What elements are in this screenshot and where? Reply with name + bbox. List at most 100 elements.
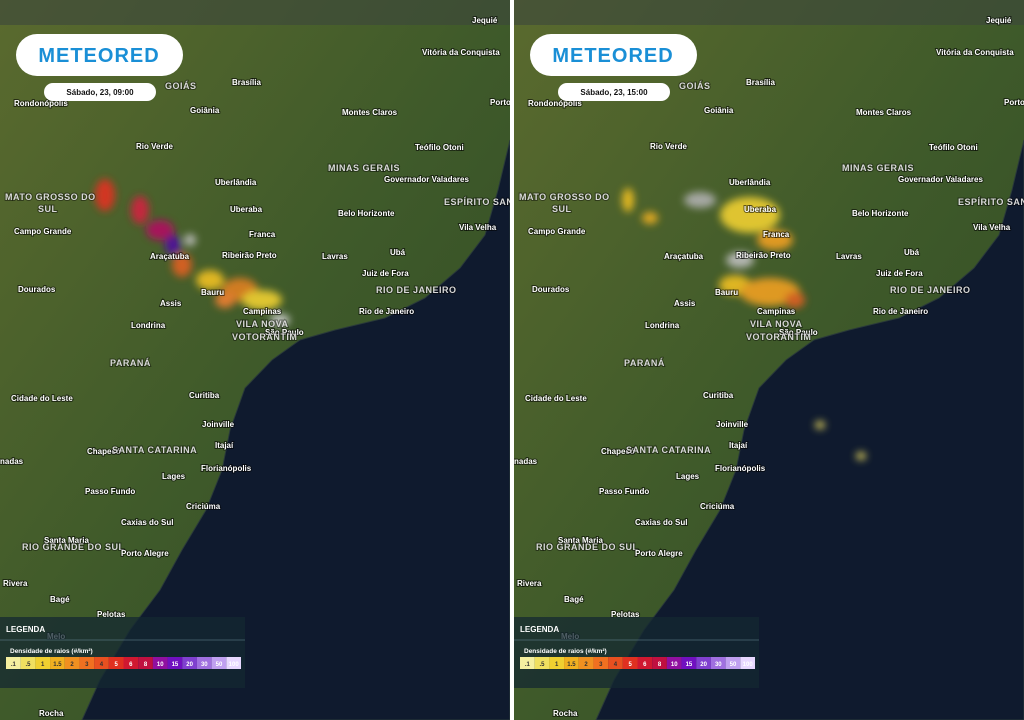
logo-badge bbox=[16, 34, 183, 76]
legend-scale-label: 1.5 bbox=[567, 662, 576, 668]
lightning-density bbox=[785, 292, 805, 308]
region-label: VOTORANTIM bbox=[232, 332, 297, 342]
region-label: SUL bbox=[38, 204, 58, 214]
city-label: Uberaba bbox=[744, 205, 777, 214]
legend-swatch bbox=[20, 657, 36, 669]
city-label: Lages bbox=[676, 472, 700, 481]
legend-swatch bbox=[226, 657, 241, 669]
city-label: Rio Verde bbox=[136, 142, 173, 151]
legend-scale-label: 4 bbox=[614, 662, 618, 668]
legend-scale-label: 1 bbox=[555, 662, 559, 668]
lightning-density bbox=[270, 314, 290, 326]
city-label: Rondonópolis bbox=[528, 99, 582, 108]
legend-scale-label: 10 bbox=[671, 662, 678, 668]
legend-swatch bbox=[740, 657, 755, 669]
city-label: Criciúma bbox=[700, 502, 735, 511]
city-label: Juiz de Fora bbox=[876, 269, 923, 278]
region-label: RIO GRANDE DO SUL bbox=[536, 542, 639, 552]
city-label: Bagé bbox=[50, 595, 70, 604]
top-band bbox=[514, 0, 1024, 25]
city-label: Governador Valadares bbox=[384, 175, 469, 184]
city-label: Porto bbox=[490, 98, 511, 107]
legend-scale-label: 2 bbox=[584, 662, 588, 668]
city-label: Rocha bbox=[39, 709, 64, 718]
city-label: Governador Valadares bbox=[898, 175, 983, 184]
timestamp-badge bbox=[558, 83, 670, 101]
city-label: São Paulo bbox=[779, 328, 818, 337]
city-label: Montes Claros bbox=[342, 108, 398, 117]
legend-scale-label: 8 bbox=[144, 662, 148, 668]
lightning-density bbox=[131, 196, 149, 224]
legend-scale-label: 5 bbox=[114, 662, 118, 668]
legend-box bbox=[0, 617, 245, 688]
legend-subtitle: Densidade de raios (#/km²) bbox=[524, 648, 607, 655]
city-label: Teófilo Otoni bbox=[415, 143, 464, 152]
lightning-density bbox=[165, 235, 181, 255]
map-panel: Jequié Vitória da Conquista Brasília GOIÁS R… bbox=[514, 0, 1024, 720]
city-label: Vila Velha bbox=[973, 223, 1011, 232]
lightning-density bbox=[642, 212, 658, 224]
legend-swatch bbox=[725, 657, 741, 669]
legend-box bbox=[514, 617, 759, 688]
legend-swatch bbox=[666, 657, 682, 669]
lightning-density bbox=[757, 230, 793, 250]
legend-swatch bbox=[167, 657, 183, 669]
lightning-density bbox=[815, 421, 825, 429]
city-label: Santa Maria bbox=[558, 536, 603, 545]
legend-swatch bbox=[94, 657, 109, 669]
region-label: SANTA CATARINA bbox=[112, 445, 197, 455]
city-label: Campo Grande bbox=[14, 227, 72, 236]
logo: METEORED bbox=[552, 45, 673, 67]
legend-scale-label: 15 bbox=[686, 662, 693, 668]
region-label: SUL bbox=[552, 204, 572, 214]
legend-scale-label: 20 bbox=[186, 662, 193, 668]
city-label: Porto bbox=[1004, 98, 1024, 107]
legend-title: LEGENDA bbox=[520, 625, 559, 634]
city-label: Criciúma bbox=[186, 502, 221, 511]
legend-swatch bbox=[608, 657, 623, 669]
legend-scale-label: 5 bbox=[628, 662, 632, 668]
legend-swatch bbox=[6, 657, 21, 669]
region-label: SANTA CATARINA bbox=[626, 445, 711, 455]
city-label: Florianópolis bbox=[201, 464, 252, 473]
city-label: nadas bbox=[0, 457, 24, 466]
legend-scale-label: 1.5 bbox=[53, 662, 62, 668]
region-label: RIO DE JANEIRO bbox=[890, 285, 971, 295]
region-label: ESPÍRITO SANTO bbox=[958, 197, 1024, 207]
city-label: Pelotas bbox=[97, 610, 126, 619]
legend-scale-label: 10 bbox=[157, 662, 164, 668]
legend-swatch bbox=[710, 657, 726, 669]
legend-scale-label: 8 bbox=[658, 662, 662, 668]
legend-subtitle: Densidade de raios (#/km²) bbox=[10, 648, 93, 655]
legend-scale-label: .1 bbox=[11, 662, 17, 668]
legend-scale-label: 6 bbox=[643, 662, 647, 668]
legend-swatch bbox=[196, 657, 212, 669]
city-label: Rocha bbox=[553, 709, 578, 718]
legend-swatch bbox=[534, 657, 550, 669]
lightning-layer bbox=[622, 188, 866, 460]
city-label: Belo Horizonte bbox=[338, 209, 395, 218]
city-label: Vitória da Conquista bbox=[936, 48, 1014, 57]
city-label: Londrina bbox=[645, 321, 680, 330]
city-label: Passo Fundo bbox=[599, 487, 649, 496]
city-label: Juiz de Fora bbox=[362, 269, 409, 278]
legend-swatch bbox=[211, 657, 227, 669]
city-label: Ubá bbox=[904, 248, 920, 257]
region-label: MINAS GERAIS bbox=[842, 163, 914, 173]
city-label: Curitiba bbox=[189, 391, 220, 400]
legend-scale-label: 4 bbox=[100, 662, 104, 668]
city-label: Rivera bbox=[517, 579, 542, 588]
logo-badge bbox=[530, 34, 697, 76]
legend-scale-label: 30 bbox=[201, 662, 208, 668]
lightning-density bbox=[95, 179, 115, 211]
legend-swatch bbox=[593, 657, 609, 669]
legend-swatch bbox=[152, 657, 168, 669]
city-label: Jequié bbox=[472, 16, 498, 25]
city-label: Londrina bbox=[131, 321, 166, 330]
lightning-density bbox=[172, 253, 192, 277]
city-label: Itajaí bbox=[215, 441, 234, 450]
city-label: Caxias do Sul bbox=[121, 518, 173, 527]
legend-swatch bbox=[637, 657, 653, 669]
region-label: RIO DE JANEIRO bbox=[376, 285, 457, 295]
